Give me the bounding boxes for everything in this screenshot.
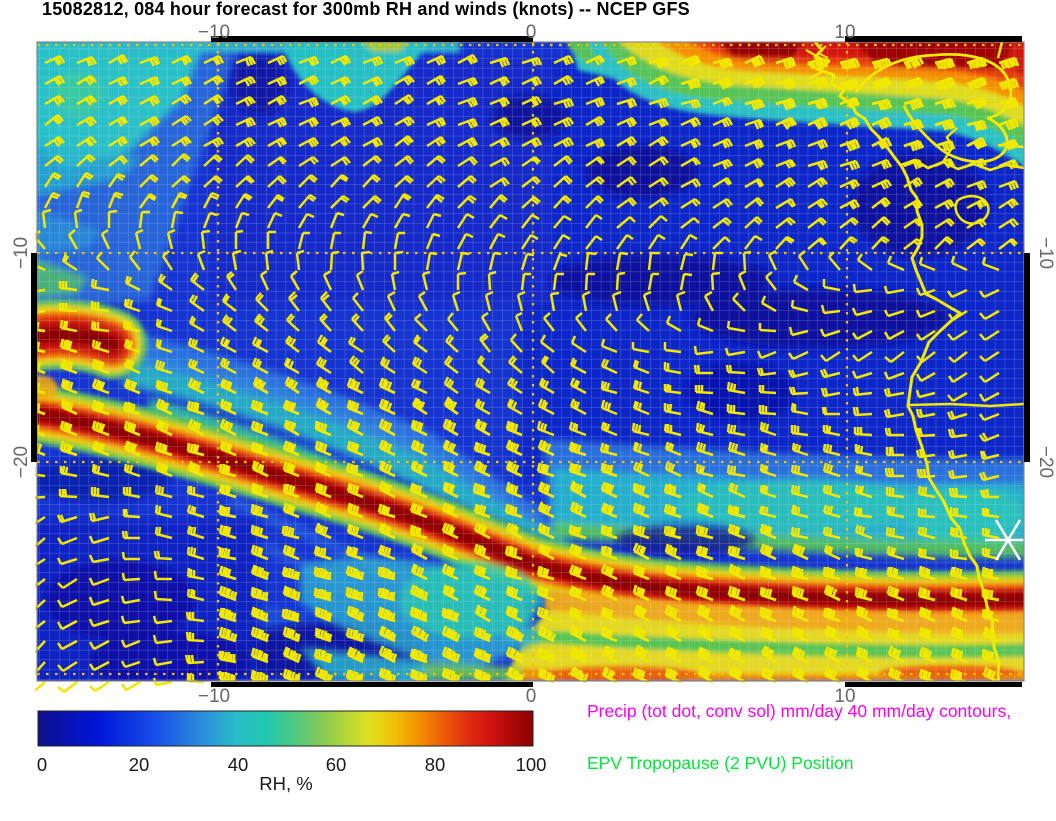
svg-text:0: 0 xyxy=(37,754,47,775)
svg-text:40: 40 xyxy=(228,754,249,775)
svg-text:20: 20 xyxy=(129,754,150,775)
svg-text:RH, %: RH, % xyxy=(259,773,312,794)
svg-text:15082812, 084 hour forecast fo: 15082812, 084 hour forecast for 300mb RH… xyxy=(42,0,690,19)
svg-text:−10: −10 xyxy=(198,686,230,707)
svg-text:100: 100 xyxy=(516,754,547,775)
svg-text:0: 0 xyxy=(526,686,537,707)
svg-text:EPV Tropopause (2 PVU) Positio: EPV Tropopause (2 PVU) Position xyxy=(587,753,854,773)
svg-text:−10: −10 xyxy=(1035,237,1056,269)
svg-text:Precip (tot dot, conv sol) mm/: Precip (tot dot, conv sol) mm/day 40 mm/… xyxy=(587,701,1011,721)
svg-text:−10: −10 xyxy=(11,237,32,269)
svg-text:−20: −20 xyxy=(1035,446,1056,478)
svg-text:80: 80 xyxy=(425,754,446,775)
svg-text:10: 10 xyxy=(834,686,855,707)
svg-text:60: 60 xyxy=(326,754,347,775)
svg-text:10: 10 xyxy=(834,22,855,43)
svg-text:−10: −10 xyxy=(198,22,230,43)
svg-text:0: 0 xyxy=(526,22,537,43)
svg-text:−20: −20 xyxy=(11,446,32,478)
